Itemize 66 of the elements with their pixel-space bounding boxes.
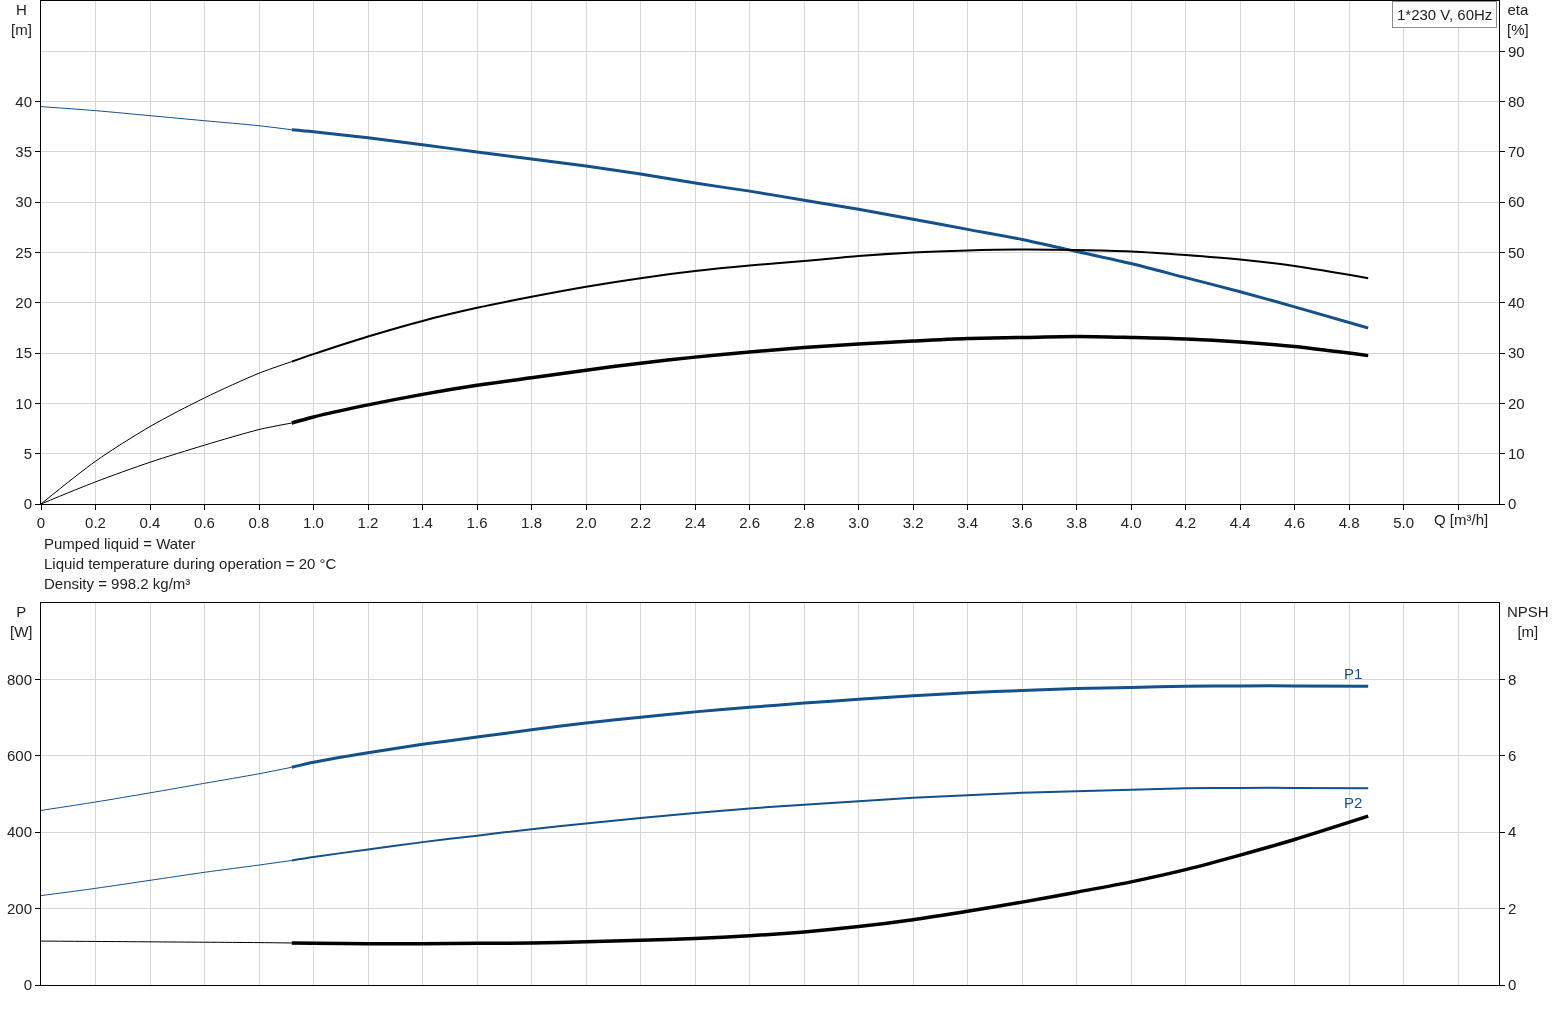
x-tick-label: 3.6 bbox=[1011, 514, 1033, 531]
y-tick-label: 35 bbox=[15, 143, 32, 161]
y2-tick-label: 4 bbox=[1508, 823, 1517, 841]
x-tick-label: 1.4 bbox=[412, 514, 433, 531]
text: Liquid temperature during operation = 20 °C bbox=[44, 555, 337, 572]
y-axis-title: H [m] bbox=[11, 1, 32, 38]
y-tick-label: 400 bbox=[6, 823, 32, 841]
y2-tick-label: 8 bbox=[1508, 670, 1517, 688]
y-axis-title: P [W] bbox=[10, 603, 33, 640]
y2-tick-label: 40 bbox=[1508, 294, 1525, 312]
y2-tick-label: 6 bbox=[1508, 747, 1517, 765]
y-tick-label: 25 bbox=[15, 243, 32, 261]
y-tick-label: 10 bbox=[15, 394, 32, 412]
y2-tick-label: 50 bbox=[1508, 243, 1525, 261]
x-tick-label: 2.0 bbox=[575, 514, 597, 531]
y2-tick-label: 20 bbox=[1508, 394, 1525, 412]
x-tick-label: 5.0 bbox=[1393, 514, 1415, 531]
y2-tick-label: 10 bbox=[1508, 444, 1525, 462]
y2-tick-label: 90 bbox=[1508, 42, 1525, 60]
series-label: P2 bbox=[1344, 794, 1363, 811]
y-tick-label: 800 bbox=[6, 670, 32, 688]
text: Pumped liquid = Water bbox=[44, 535, 196, 552]
x-tick-label: 1.0 bbox=[303, 514, 324, 531]
x-tick-label: 1.8 bbox=[521, 514, 542, 531]
x-tick-label: 1.2 bbox=[357, 514, 379, 531]
x-tick-label: 4.2 bbox=[1175, 514, 1197, 531]
x-tick-label: 4.0 bbox=[1120, 514, 1142, 531]
y2-axis-title: eta [%] bbox=[1507, 1, 1529, 38]
x-tick-label: 3.0 bbox=[848, 514, 869, 531]
x-tick-label: 0.8 bbox=[248, 514, 270, 531]
y-tick-label: 30 bbox=[15, 193, 32, 211]
text: Density = 998.2 kg/m³ bbox=[44, 575, 191, 592]
x-tick-label: 4.4 bbox=[1229, 514, 1251, 531]
x-tick-label: 2.2 bbox=[630, 514, 651, 531]
y2-tick-label: 30 bbox=[1508, 344, 1525, 362]
x-tick-label: 0 bbox=[36, 514, 46, 531]
x-tick-label: 4.6 bbox=[1284, 514, 1306, 531]
x-tick-label: 4.8 bbox=[1338, 514, 1360, 531]
y-tick-label: 5 bbox=[23, 444, 32, 462]
chart-title: 1*230 V, 60Hz bbox=[1397, 6, 1493, 23]
x-tick-label: 0.6 bbox=[194, 514, 215, 531]
x-tick-label: 0.2 bbox=[85, 514, 106, 531]
y-tick-label: 0 bbox=[23, 976, 32, 994]
y-tick-label: 20 bbox=[15, 294, 32, 312]
y-tick-label: 600 bbox=[6, 747, 32, 765]
series-label: P1 bbox=[1344, 665, 1363, 682]
x-tick-label: 3.8 bbox=[1066, 514, 1088, 531]
x-tick-label: 2.8 bbox=[793, 514, 815, 531]
y2-tick-label: 60 bbox=[1508, 193, 1525, 211]
x-tick-label: 3.2 bbox=[902, 514, 924, 531]
y-tick-label: 40 bbox=[15, 92, 32, 110]
y2-axis-title: NPSH [m] bbox=[1507, 603, 1549, 640]
y2-tick-label: 0 bbox=[1508, 976, 1517, 994]
y2-tick-label: 2 bbox=[1508, 899, 1517, 917]
y2-tick-label: 80 bbox=[1508, 92, 1525, 110]
y2-tick-label: 70 bbox=[1508, 143, 1525, 161]
x-axis-title: Q [m³/h] bbox=[1434, 511, 1489, 528]
y-tick-label: 15 bbox=[15, 344, 32, 362]
y2-tick-label: 0 bbox=[1508, 495, 1517, 513]
x-tick-label: 1.6 bbox=[466, 514, 488, 531]
x-tick-label: 3.4 bbox=[957, 514, 979, 531]
y-tick-label: 200 bbox=[6, 899, 32, 917]
y-tick-label: 0 bbox=[23, 495, 32, 513]
x-tick-label: 2.6 bbox=[739, 514, 760, 531]
x-tick-label: 0.4 bbox=[139, 514, 161, 531]
x-tick-label: 2.4 bbox=[684, 514, 706, 531]
